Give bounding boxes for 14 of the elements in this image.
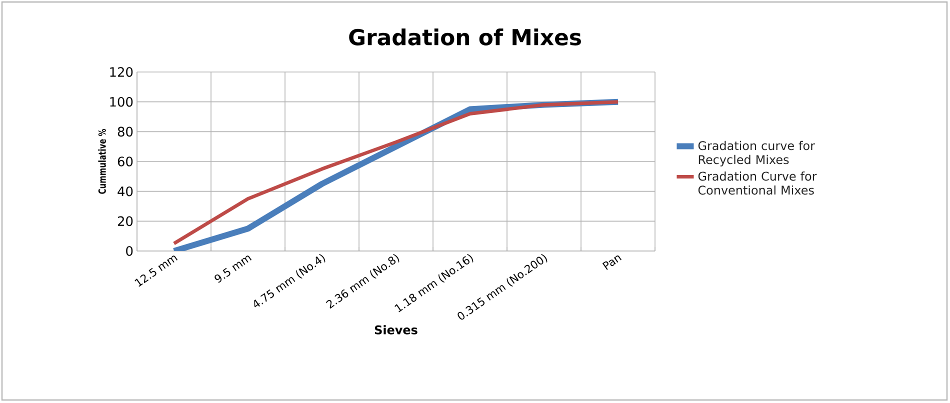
legend-label: Gradation Curve for Conventional Mixes — [698, 172, 817, 195]
x-tick-label: 9.5 mm — [214, 256, 252, 283]
y-tick-label: 0 — [126, 246, 133, 256]
x-axis-title: Sieves — [374, 325, 418, 334]
y-tick-label: 100 — [110, 96, 133, 107]
chart-title: Gradation of Mixes — [349, 28, 581, 46]
y-tick-label: 120 — [110, 67, 133, 77]
y-tick-label: 80 — [118, 126, 133, 137]
x-tick-label: Pan — [602, 255, 622, 270]
y-axis-title: Cummulative % — [98, 129, 106, 194]
legend-label: Gradation curve for Recycled Mixes — [698, 140, 815, 166]
y-tick-label: 20 — [118, 216, 133, 226]
y-tick-label: 60 — [118, 156, 133, 166]
y-tick-label: 40 — [118, 186, 133, 196]
